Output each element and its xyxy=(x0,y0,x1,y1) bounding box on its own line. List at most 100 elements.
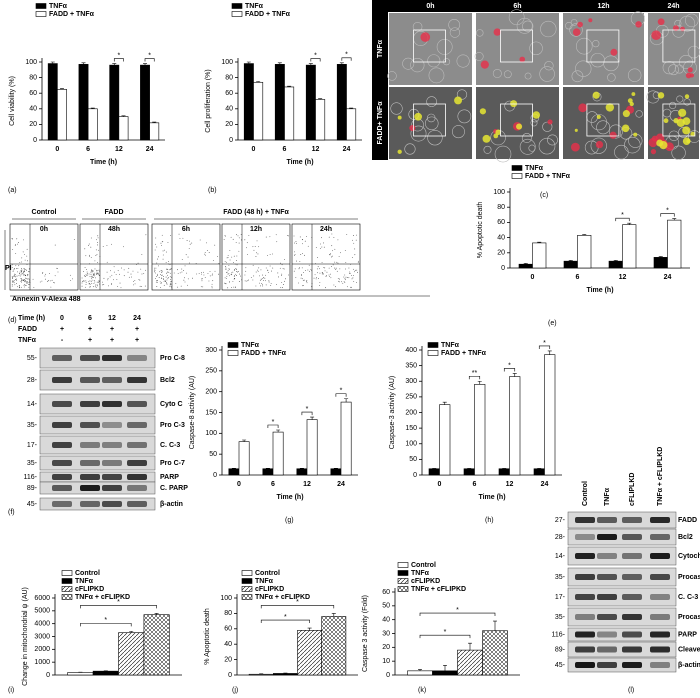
flow-event xyxy=(334,267,336,269)
flow-event xyxy=(18,275,20,276)
flow-group-label: FADD (48 h) + TNFα xyxy=(223,209,289,216)
flow-event xyxy=(81,282,83,284)
flow-event xyxy=(339,268,341,270)
inset xyxy=(500,29,533,63)
red-stain xyxy=(610,48,618,56)
error-bar xyxy=(442,401,447,405)
error-bar xyxy=(568,260,573,262)
flow-event xyxy=(137,271,139,273)
flow-event xyxy=(96,269,98,271)
significance-mark: * xyxy=(117,599,120,606)
blot-band xyxy=(597,614,617,620)
blot-band xyxy=(597,594,617,600)
flow-plot-label: 0h xyxy=(40,226,48,233)
treatment-mark: - xyxy=(61,337,64,344)
flow-event xyxy=(84,267,86,268)
flow-event xyxy=(91,277,93,279)
blot-band xyxy=(622,594,642,600)
flow-event xyxy=(51,279,53,281)
flow-event xyxy=(247,254,248,256)
error-bar xyxy=(658,256,663,258)
cell xyxy=(410,58,425,73)
flow-event xyxy=(154,269,156,271)
flow-event xyxy=(158,256,159,258)
flow-event xyxy=(330,273,331,275)
flow-event xyxy=(299,267,300,269)
flow-event xyxy=(24,254,25,256)
x-tick-label: 6 xyxy=(271,481,275,488)
flow-event xyxy=(21,281,22,283)
flow-event xyxy=(231,256,233,258)
flow-event xyxy=(141,286,143,288)
red-stain xyxy=(650,148,657,155)
blot-band xyxy=(622,574,642,580)
flow-event xyxy=(344,274,346,276)
legend-label: Control xyxy=(255,570,280,577)
flow-event xyxy=(158,265,159,267)
bar xyxy=(533,468,545,476)
error-bar xyxy=(349,107,354,109)
x-tick-label: 0 xyxy=(438,481,442,488)
bar xyxy=(296,468,308,476)
flow-event xyxy=(227,270,229,272)
flow-event xyxy=(94,260,96,262)
significance-mark: * xyxy=(621,212,624,219)
flow-event xyxy=(96,285,98,287)
flow-event xyxy=(301,267,303,269)
yellow-stain xyxy=(631,92,636,96)
flow-event xyxy=(188,248,190,250)
flow-event xyxy=(155,237,157,239)
bar xyxy=(274,64,285,141)
y-axis-label: Cell proliferation (%) xyxy=(205,69,212,132)
blot-band xyxy=(575,553,595,559)
flow-event xyxy=(270,284,272,286)
yellow-stain xyxy=(621,124,630,133)
flow-plot xyxy=(9,223,79,291)
flow-event xyxy=(288,274,289,276)
flow-event xyxy=(132,270,134,272)
flow-event xyxy=(168,271,170,273)
flow-event xyxy=(181,271,183,273)
flow-event xyxy=(23,239,24,241)
flow-event xyxy=(54,244,56,246)
band-label: C. C-3 xyxy=(160,442,180,449)
flow-event xyxy=(293,235,295,237)
yellow-stain xyxy=(656,139,664,147)
flow-event xyxy=(81,277,83,279)
flow-event xyxy=(353,242,355,244)
y-tick-label: 100 xyxy=(25,59,37,66)
legend-label: Control xyxy=(411,562,436,569)
error-bar xyxy=(339,62,344,65)
blot-band xyxy=(127,355,147,361)
y-tick-label: 100 xyxy=(221,59,233,66)
flow-event xyxy=(181,268,183,270)
y-tick-label: 0 xyxy=(228,672,232,679)
flow-event xyxy=(119,273,120,275)
band-label: β-actin xyxy=(678,662,700,669)
flow-event xyxy=(354,248,356,250)
flow-event xyxy=(252,246,254,248)
flow-event xyxy=(183,277,185,279)
legend-label: TNFα xyxy=(241,342,260,349)
error-bar xyxy=(59,88,64,90)
flow-event xyxy=(120,287,122,289)
flow-event xyxy=(307,269,309,271)
yellow-stain xyxy=(682,126,691,135)
y-tick-label: 4000 xyxy=(34,621,50,628)
flow-event xyxy=(256,269,258,271)
legend-swatch xyxy=(427,350,439,356)
error-bar xyxy=(523,263,528,265)
flow-event xyxy=(281,264,283,266)
micro-image xyxy=(389,13,472,85)
flow-event xyxy=(22,251,24,253)
band-label: Cytochrome c xyxy=(678,553,700,560)
flow-event xyxy=(86,269,87,270)
blot-band xyxy=(597,662,617,668)
cell xyxy=(607,73,616,82)
flow-event xyxy=(342,282,344,284)
flow-event xyxy=(20,278,22,280)
y-tick-label: 50 xyxy=(382,603,390,610)
flow-event xyxy=(235,242,237,243)
flow-event xyxy=(334,261,336,263)
flow-event xyxy=(326,275,327,277)
